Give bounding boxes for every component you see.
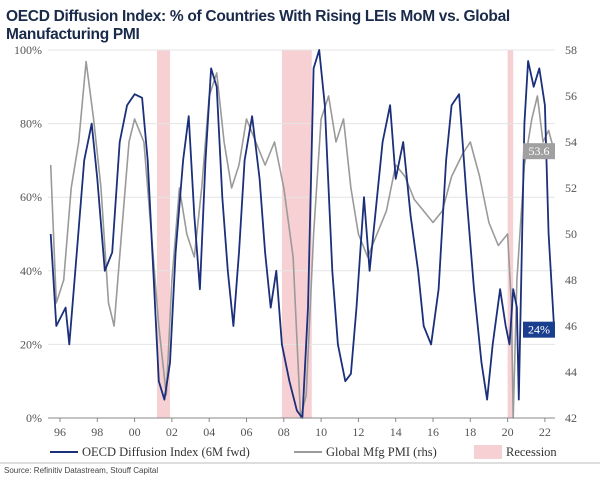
recession-bands bbox=[156, 50, 514, 418]
gridlines bbox=[48, 49, 555, 345]
right-axis-tick-label: 52 bbox=[565, 181, 577, 195]
end-value-badge bbox=[523, 143, 555, 160]
left-axis-tick-label: 0% bbox=[26, 411, 42, 425]
legend-swatch-recession bbox=[474, 445, 502, 459]
right-axis-tick-label: 54 bbox=[565, 135, 577, 149]
right-axis-tick-label: 56 bbox=[565, 89, 577, 103]
x-axis-tick-label: 02 bbox=[166, 425, 178, 439]
x-axis-tick-label: 96 bbox=[54, 425, 66, 439]
end-value-label: 53.6 bbox=[529, 144, 550, 158]
recession-band bbox=[156, 50, 171, 418]
left-axis-tick-label: 80% bbox=[20, 117, 42, 131]
x-axis-tick-label: 12 bbox=[352, 425, 364, 439]
source-note: Source: Refinitiv Datastream, Stouff Cap… bbox=[4, 466, 159, 475]
x-axis-tick-label: 20 bbox=[502, 425, 514, 439]
end-value-label: 24% bbox=[528, 323, 550, 337]
right-axis-tick-label: 44 bbox=[565, 365, 577, 379]
legend-label-pmi: Global Mfg PMI (rhs) bbox=[326, 445, 437, 459]
right-axis-tick-label: 50 bbox=[565, 227, 577, 241]
axes: 0% 20% 40% 60% 80% 100% 42 44 46 48 50 52 54 56 58 96 98… bbox=[14, 43, 577, 439]
x-axis-tick-label: 04 bbox=[203, 425, 215, 439]
x-axis-tick-label: 14 bbox=[390, 425, 402, 439]
chart-title: OECD Diffusion Index: % of Countries Wit… bbox=[6, 8, 510, 43]
legend-label-recession: Recession bbox=[506, 445, 557, 459]
x-axis-tick-label: 08 bbox=[278, 425, 290, 439]
oecd-diffusion-line bbox=[49, 49, 556, 419]
left-axis-tick-label: 20% bbox=[20, 337, 42, 351]
right-axis-tick-label: 58 bbox=[565, 43, 577, 57]
legend-label-oecd: OECD Diffusion Index (6M fwd) bbox=[82, 445, 250, 459]
x-axis-tick-label: 10 bbox=[315, 425, 327, 439]
end-value-badge bbox=[523, 321, 555, 338]
left-axis-tick-label: 40% bbox=[20, 264, 42, 278]
x-axis-tick-label: 18 bbox=[464, 425, 476, 439]
legend: OECD Diffusion Index (6M fwd) Global Mfg… bbox=[50, 445, 557, 459]
right-axis-tick-label: 48 bbox=[565, 273, 577, 287]
recession-band bbox=[281, 50, 312, 418]
left-axis-tick-label: 60% bbox=[20, 190, 42, 204]
x-axis-tick-label: 98 bbox=[91, 425, 103, 439]
right-axis-tick-label: 42 bbox=[565, 411, 577, 425]
x-axis-tick-label: 22 bbox=[539, 425, 551, 439]
x-axis-tick-label: 06 bbox=[241, 425, 253, 439]
x-axis-tick-label: 00 bbox=[129, 425, 141, 439]
x-axis-tick-label: 16 bbox=[427, 425, 439, 439]
recession-band bbox=[507, 50, 514, 418]
left-axis-tick-label: 100% bbox=[14, 43, 42, 57]
right-axis-tick-label: 46 bbox=[565, 319, 577, 333]
